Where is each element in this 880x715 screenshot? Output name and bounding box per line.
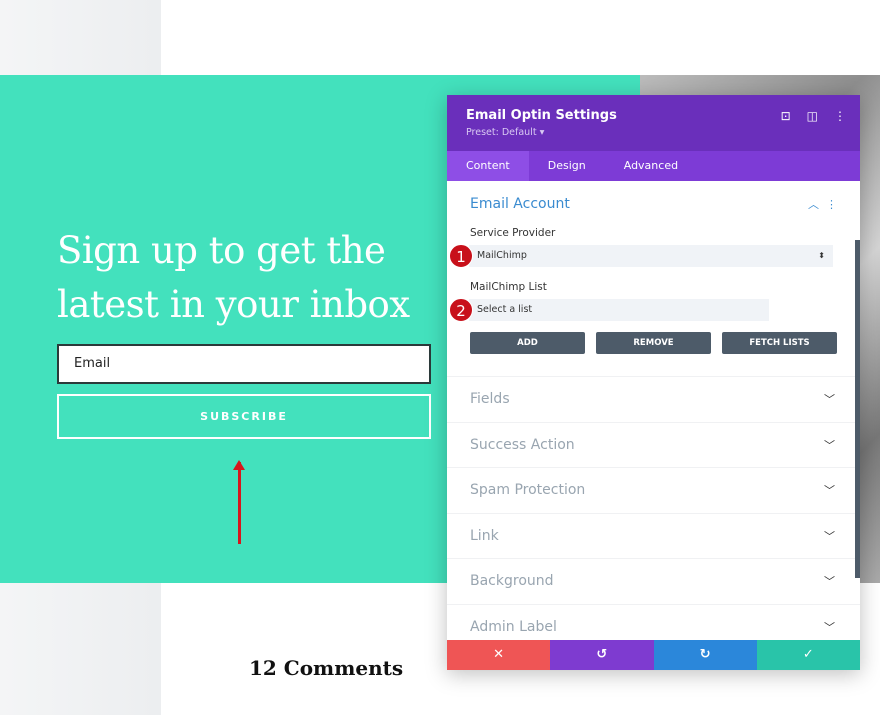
more-vertical-icon[interactable]: ⋮: [834, 109, 846, 123]
chevron-down-icon: ﹀: [824, 484, 835, 498]
focus-icon[interactable]: ⊡: [780, 109, 791, 123]
service-provider-select[interactable]: 1 MailChimp ⬍: [449, 244, 833, 268]
panel-tabs: Content Design Advanced: [447, 151, 860, 181]
section-title[interactable]: Email Account: [470, 196, 570, 212]
email-account-section: Email Account ︿ ⋮ Service Provider 1 Mai…: [447, 181, 860, 354]
section-success-action[interactable]: Success Action ﹀: [447, 421, 860, 468]
service-provider-label: Service Provider: [470, 227, 556, 239]
annotation-badge: 1: [449, 244, 473, 268]
list-label: MailChimp List: [470, 281, 547, 293]
redo-button[interactable]: ↻: [653, 640, 757, 670]
panel-footer: ✕ ↺ ↻ ✓: [447, 640, 860, 670]
section-admin-label[interactable]: Admin Label ﹀: [447, 603, 860, 650]
section-spam-protection[interactable]: Spam Protection ﹀: [447, 467, 860, 513]
chevron-down-icon: ﹀: [824, 438, 835, 452]
select-value: Select a list: [477, 304, 533, 315]
select-value: MailChimp: [477, 250, 527, 261]
save-button[interactable]: ✓: [756, 640, 860, 670]
optin-headline: Sign up to get the latest in your inbox: [57, 229, 410, 326]
cancel-button[interactable]: ✕: [447, 640, 551, 670]
more-vertical-icon[interactable]: ⋮: [826, 198, 837, 211]
chevron-down-icon: ﹀: [824, 620, 835, 634]
section-background[interactable]: Background ﹀: [447, 558, 860, 604]
left-gutter-top: [0, 0, 161, 75]
tab-content[interactable]: Content: [447, 151, 529, 181]
subscribe-button[interactable]: SUBSCRIBE: [57, 394, 431, 439]
chevron-down-icon: ﹀: [824, 575, 835, 589]
preset-dropdown[interactable]: Preset: Default ▾: [466, 127, 545, 138]
list-select[interactable]: 2 Select a list: [449, 298, 769, 322]
section-link[interactable]: Link ﹀: [447, 512, 860, 559]
left-gutter-bottom: [0, 583, 161, 715]
chevron-up-icon[interactable]: ︿: [808, 198, 819, 211]
chevron-down-icon: ﹀: [824, 393, 835, 407]
panel-title: Email Optin Settings: [466, 108, 617, 123]
tab-advanced[interactable]: Advanced: [623, 159, 679, 172]
email-input[interactable]: Email: [57, 344, 431, 384]
settings-panel: Email Optin Settings Preset: Default ▾ ⊡…: [447, 95, 860, 670]
split-view-icon[interactable]: ◫: [806, 109, 818, 123]
panel-header: Email Optin Settings Preset: Default ▾ ⊡…: [447, 95, 860, 151]
undo-button[interactable]: ↺: [550, 640, 654, 670]
select-arrows-icon: ⬍: [818, 251, 825, 260]
section-fields[interactable]: Fields ﹀: [447, 376, 860, 422]
annotation-arrow: [233, 460, 245, 544]
chevron-down-icon: ﹀: [824, 529, 835, 543]
comments-heading: 12 Comments: [249, 656, 404, 680]
fetch-lists-button[interactable]: FETCH LISTS: [722, 332, 837, 354]
remove-button[interactable]: REMOVE: [596, 332, 711, 354]
annotation-badge: 2: [449, 298, 473, 322]
tab-design[interactable]: Design: [547, 159, 586, 172]
add-button[interactable]: ADD: [470, 332, 585, 354]
panel-scrollbar[interactable]: [855, 240, 860, 578]
